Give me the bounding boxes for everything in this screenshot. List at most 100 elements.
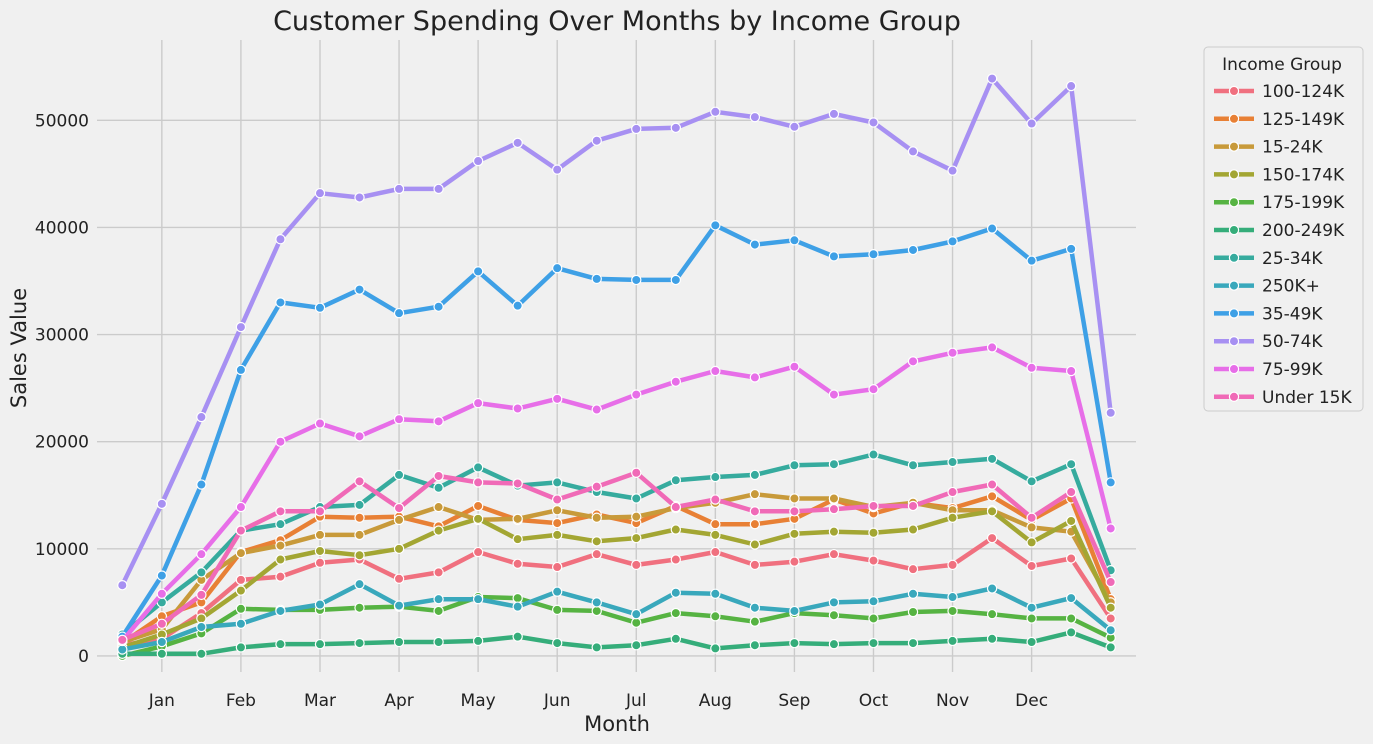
series-200-249K [117, 627, 1116, 659]
data-point [472, 635, 484, 647]
legend-marker [1228, 113, 1240, 125]
series-line [120, 630, 1113, 657]
legend-marker [1228, 363, 1240, 375]
legend-marker [1228, 169, 1240, 180]
data-point [314, 545, 326, 557]
legend-label: Under 15K [1262, 388, 1352, 408]
data-point [512, 533, 523, 545]
data-point [235, 547, 247, 559]
data-point [907, 244, 919, 256]
x-axis-title: Month [584, 712, 650, 736]
data-point [1105, 576, 1116, 588]
data-point [551, 494, 563, 505]
data-point [393, 414, 405, 425]
data-point [828, 610, 840, 621]
legend-entry: 250K+ [1214, 277, 1320, 297]
data-point [868, 449, 879, 460]
data-point [156, 618, 168, 629]
series-line [120, 452, 1113, 637]
data-point [512, 513, 523, 525]
data-point [314, 506, 326, 517]
y-tick-label: 20000 [35, 433, 89, 453]
data-point [275, 297, 286, 308]
data-point [512, 601, 523, 612]
data-point [1065, 80, 1077, 92]
legend-label: 125-149K [1262, 110, 1345, 130]
y-axis-title: Sales Value [7, 288, 31, 408]
data-point [986, 491, 998, 502]
data-point [749, 239, 761, 250]
data-point [472, 266, 484, 277]
x-tick-label: Jul [625, 691, 647, 711]
data-point [1065, 553, 1077, 564]
legend-marker [1228, 224, 1240, 236]
data-point [196, 613, 207, 624]
x-tick-label: Jun [543, 691, 571, 711]
data-point [986, 633, 998, 644]
legend-entry: Under 15K [1214, 388, 1352, 408]
data-point [354, 512, 365, 523]
data-point [314, 599, 326, 610]
data-point [907, 637, 919, 649]
y-axis-ticks: 0 10000 20000 30000 40000 50000 [35, 111, 89, 667]
data-point [749, 539, 761, 550]
data-point [947, 635, 958, 647]
legend-entry: 35-49K [1214, 304, 1323, 324]
legend-entry: 200-249K [1214, 221, 1345, 241]
data-point [275, 234, 286, 245]
data-point [393, 469, 405, 481]
data-point [393, 307, 405, 319]
data-point [907, 356, 919, 367]
data-point [591, 605, 602, 617]
series-line [120, 76, 1113, 588]
data-point [749, 372, 761, 383]
data-point [828, 638, 840, 650]
data-point [986, 73, 998, 84]
data-point [710, 365, 721, 377]
data-point [551, 561, 563, 573]
data-point [591, 512, 602, 523]
data-point [591, 642, 602, 653]
data-point [1026, 512, 1037, 523]
data-point [354, 602, 365, 613]
data-point [354, 550, 365, 561]
data-point [433, 183, 444, 195]
legend-frame [1203, 46, 1364, 412]
x-tick-label: Sep [778, 691, 810, 711]
x-tick-label: Oct [859, 691, 889, 711]
data-point [156, 648, 168, 659]
data-point [868, 527, 879, 538]
y-tick-label: 50000 [35, 111, 89, 131]
data-point [1065, 627, 1077, 638]
data-point [196, 648, 207, 659]
x-tick-label: Dec [1015, 691, 1048, 711]
legend-marker [1228, 280, 1240, 291]
data-point [591, 481, 602, 492]
data-point [868, 500, 879, 512]
data-point [275, 571, 286, 582]
data-point [275, 605, 286, 617]
data-point [631, 493, 642, 504]
data-point [1105, 613, 1116, 624]
data-point [631, 511, 642, 522]
data-point [591, 135, 602, 146]
data-point [433, 416, 444, 427]
data-point [789, 605, 800, 617]
data-point [393, 514, 405, 526]
data-point [551, 586, 563, 597]
data-point [670, 554, 682, 565]
data-point [591, 597, 602, 608]
series-50-74K [117, 73, 1116, 591]
data-point [472, 397, 484, 409]
data-point [670, 633, 682, 644]
data-point [907, 563, 919, 575]
data-point [1065, 592, 1077, 604]
data-point [670, 122, 682, 134]
legend-label: 150-174K [1262, 165, 1345, 185]
series-35-49K [117, 220, 1116, 642]
data-point [275, 554, 286, 565]
data-point [986, 583, 998, 594]
legend-marker [1228, 252, 1240, 263]
y-tick-label: 0 [78, 647, 89, 667]
data-point [789, 235, 800, 246]
